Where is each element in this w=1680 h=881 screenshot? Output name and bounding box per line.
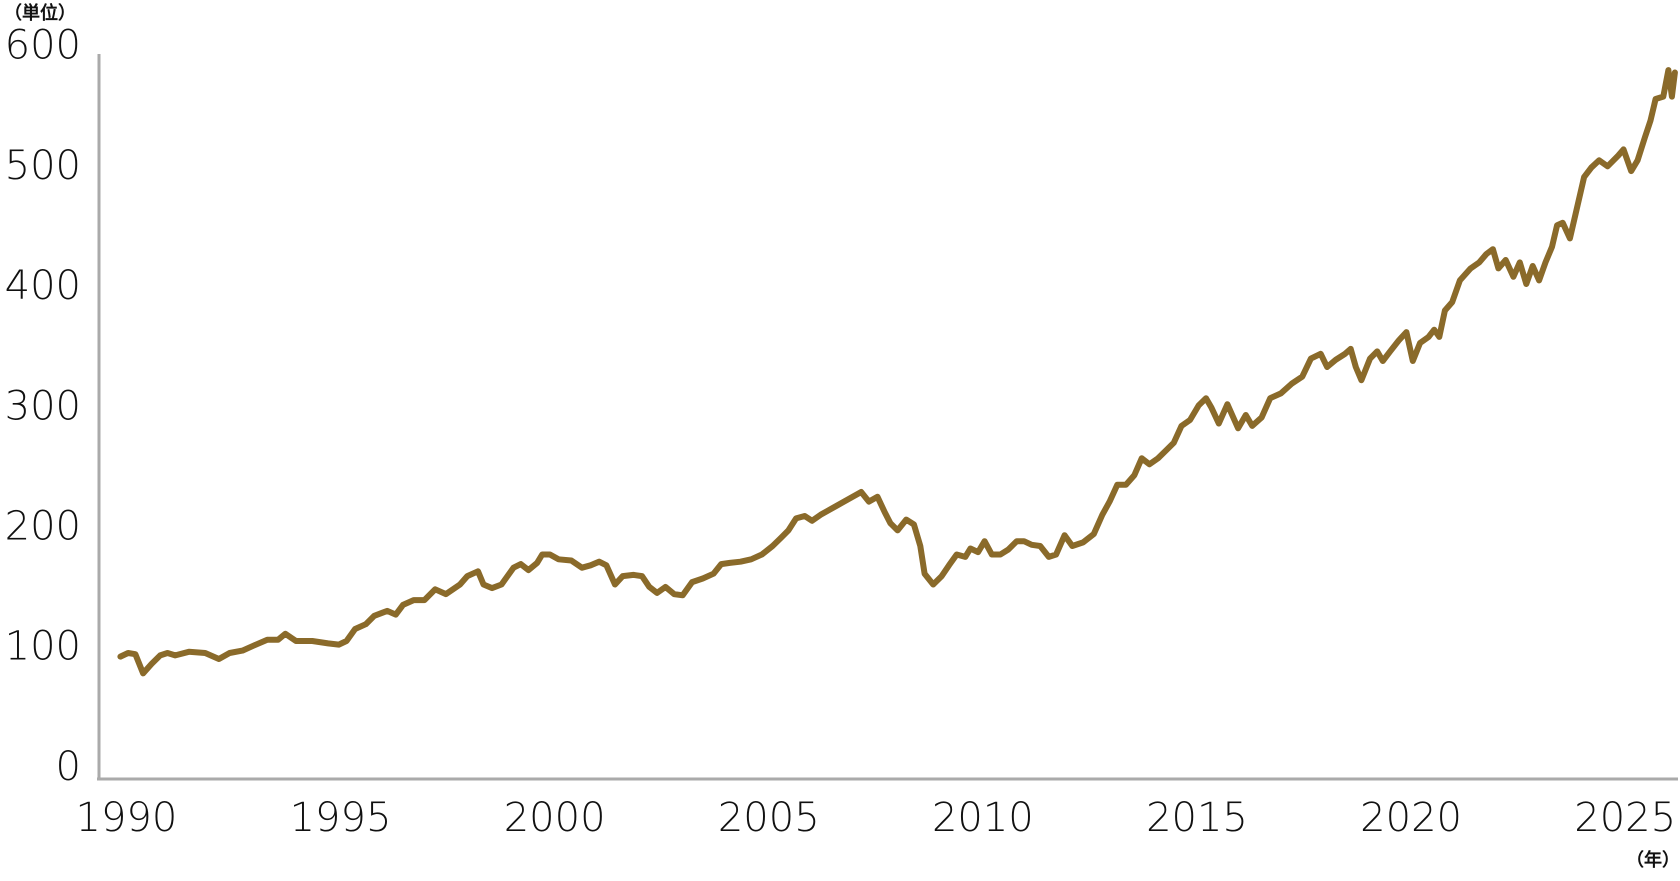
y-tick-label: 600 xyxy=(5,23,81,69)
y-tick-label: 100 xyxy=(5,624,81,670)
x-tick-label: 2005 xyxy=(718,795,820,841)
x-axis-unit: （年） xyxy=(1626,849,1680,871)
x-tick-label: 1995 xyxy=(290,795,392,841)
x-tick-label: 1990 xyxy=(76,795,178,841)
x-tick-label: 2000 xyxy=(504,795,606,841)
x-tick-label: 2020 xyxy=(1360,795,1462,841)
x-tick-label: 2015 xyxy=(1146,795,1248,841)
y-axis-unit: （単位） xyxy=(4,2,76,24)
y-tick-label: 200 xyxy=(5,503,81,549)
x-tick-label: 2010 xyxy=(932,795,1034,841)
data-line xyxy=(117,67,1678,677)
y-tick-label: 0 xyxy=(56,744,81,790)
y-tick-label: 400 xyxy=(5,263,81,309)
y-tick-label: 500 xyxy=(5,143,81,189)
x-tick-label: 2025 xyxy=(1574,795,1676,841)
y-tick-label: 300 xyxy=(5,383,81,429)
